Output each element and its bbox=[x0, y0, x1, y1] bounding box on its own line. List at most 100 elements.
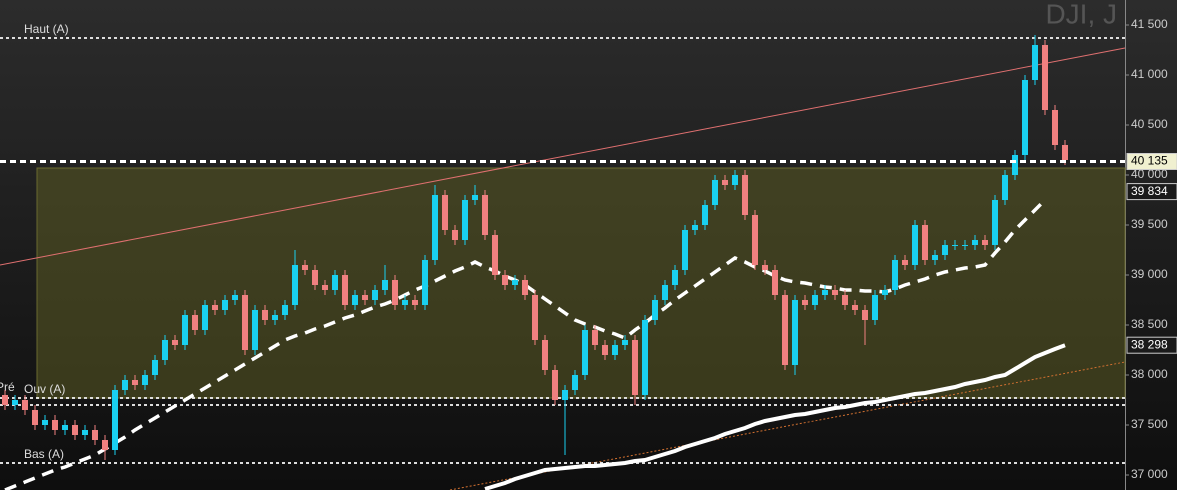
candle-body bbox=[282, 305, 288, 315]
candle-body bbox=[452, 230, 458, 240]
candle-body bbox=[842, 295, 848, 305]
y-tick-label: 37 500 bbox=[1131, 417, 1168, 431]
candle-body bbox=[262, 310, 268, 320]
candle-body bbox=[612, 345, 618, 355]
candle-body bbox=[32, 410, 38, 425]
y-tick-label: 38 500 bbox=[1131, 317, 1168, 331]
candle-body bbox=[272, 315, 278, 320]
candle-body bbox=[562, 390, 568, 400]
candle-body bbox=[322, 285, 328, 290]
candle-body bbox=[392, 280, 398, 305]
candle-body bbox=[992, 200, 998, 245]
candle-body bbox=[362, 295, 368, 300]
trendline bbox=[0, 47, 1126, 266]
candle-body bbox=[982, 240, 988, 245]
candle-body bbox=[502, 275, 508, 285]
candle-body bbox=[512, 280, 518, 285]
candle-body bbox=[532, 295, 538, 340]
candle-body bbox=[832, 290, 838, 295]
level-label: Bas (A) bbox=[24, 447, 64, 461]
candle-body bbox=[592, 330, 598, 345]
candle-body bbox=[462, 200, 468, 240]
candle-body bbox=[342, 275, 348, 305]
candle-body bbox=[762, 265, 768, 270]
candle-body bbox=[772, 270, 778, 295]
y-tick-label: 39 000 bbox=[1131, 267, 1168, 281]
candle-body bbox=[182, 315, 188, 345]
y-tick-label: 41 000 bbox=[1131, 67, 1168, 81]
candle-body bbox=[292, 265, 298, 305]
y-tick-label: 38 000 bbox=[1131, 367, 1168, 381]
candle-body bbox=[12, 400, 18, 405]
candle-body bbox=[1022, 80, 1028, 155]
candle-body bbox=[312, 270, 318, 285]
candle-body bbox=[1042, 45, 1048, 110]
candle-body bbox=[712, 180, 718, 205]
candle-body bbox=[432, 195, 438, 260]
candle-body bbox=[232, 295, 238, 300]
candle-body bbox=[52, 420, 58, 430]
level-label: Haut (A) bbox=[24, 22, 69, 36]
candle-body bbox=[682, 230, 688, 270]
candle-body bbox=[972, 240, 978, 245]
candle-body bbox=[62, 425, 68, 430]
y-tick-label: 40 500 bbox=[1131, 117, 1168, 131]
candle-body bbox=[782, 295, 788, 365]
candle-body bbox=[472, 195, 478, 200]
price-marker-box bbox=[1126, 336, 1177, 354]
candle-body bbox=[862, 310, 868, 320]
candle-body bbox=[922, 225, 928, 260]
candle-body bbox=[42, 420, 48, 425]
candle-body bbox=[112, 390, 118, 450]
candle-body bbox=[162, 340, 168, 360]
candle-body bbox=[1062, 145, 1068, 160]
candle-body bbox=[672, 270, 678, 285]
candle-body bbox=[952, 245, 958, 246]
candle-body bbox=[72, 425, 78, 435]
candle-body bbox=[702, 205, 708, 225]
candle-body bbox=[722, 180, 728, 185]
candle-body bbox=[652, 300, 658, 320]
candle-body bbox=[92, 430, 98, 440]
price-marker-box bbox=[1126, 183, 1177, 201]
price-marker-label: 39 834 bbox=[1131, 184, 1168, 198]
chart-title: DJI, J bbox=[1045, 0, 1117, 29]
price-marker-label: 38 298 bbox=[1131, 337, 1168, 351]
candle-body bbox=[522, 280, 528, 295]
candle-body bbox=[942, 245, 948, 255]
candle-body bbox=[892, 260, 898, 290]
candle-body bbox=[752, 215, 758, 265]
candle-body bbox=[812, 295, 818, 305]
candle-body bbox=[902, 260, 908, 265]
candle-body bbox=[332, 275, 338, 290]
candle-body bbox=[1052, 110, 1058, 145]
candle-body bbox=[382, 280, 388, 290]
candle-body bbox=[422, 260, 428, 305]
y-tick-label: 37 000 bbox=[1131, 467, 1168, 481]
candle-body bbox=[662, 285, 668, 300]
moving-average bbox=[484, 343, 1066, 490]
candle-body bbox=[212, 305, 218, 310]
candle-body bbox=[542, 340, 548, 370]
level-label: Pré bbox=[0, 380, 15, 394]
candle-body bbox=[552, 370, 558, 400]
candle-body bbox=[742, 175, 748, 215]
trendline bbox=[449, 361, 1126, 490]
candle-body bbox=[82, 430, 88, 435]
candle-body bbox=[822, 290, 828, 295]
candle-body bbox=[352, 295, 358, 305]
candle-body bbox=[572, 375, 578, 390]
candle-body bbox=[482, 195, 488, 235]
candle-body bbox=[242, 295, 248, 350]
price-marker-label: 40 135 bbox=[1131, 154, 1168, 168]
candle-body bbox=[852, 305, 858, 310]
level-label: Ouv (A) bbox=[24, 382, 65, 396]
candle-body bbox=[602, 345, 608, 355]
candle-body bbox=[792, 300, 798, 365]
candle-body bbox=[222, 300, 228, 310]
candle-body bbox=[22, 400, 28, 410]
candle-body bbox=[2, 395, 8, 405]
candle-body bbox=[962, 245, 968, 246]
candle-body bbox=[642, 320, 648, 395]
y-tick-label: 41 500 bbox=[1131, 17, 1168, 31]
